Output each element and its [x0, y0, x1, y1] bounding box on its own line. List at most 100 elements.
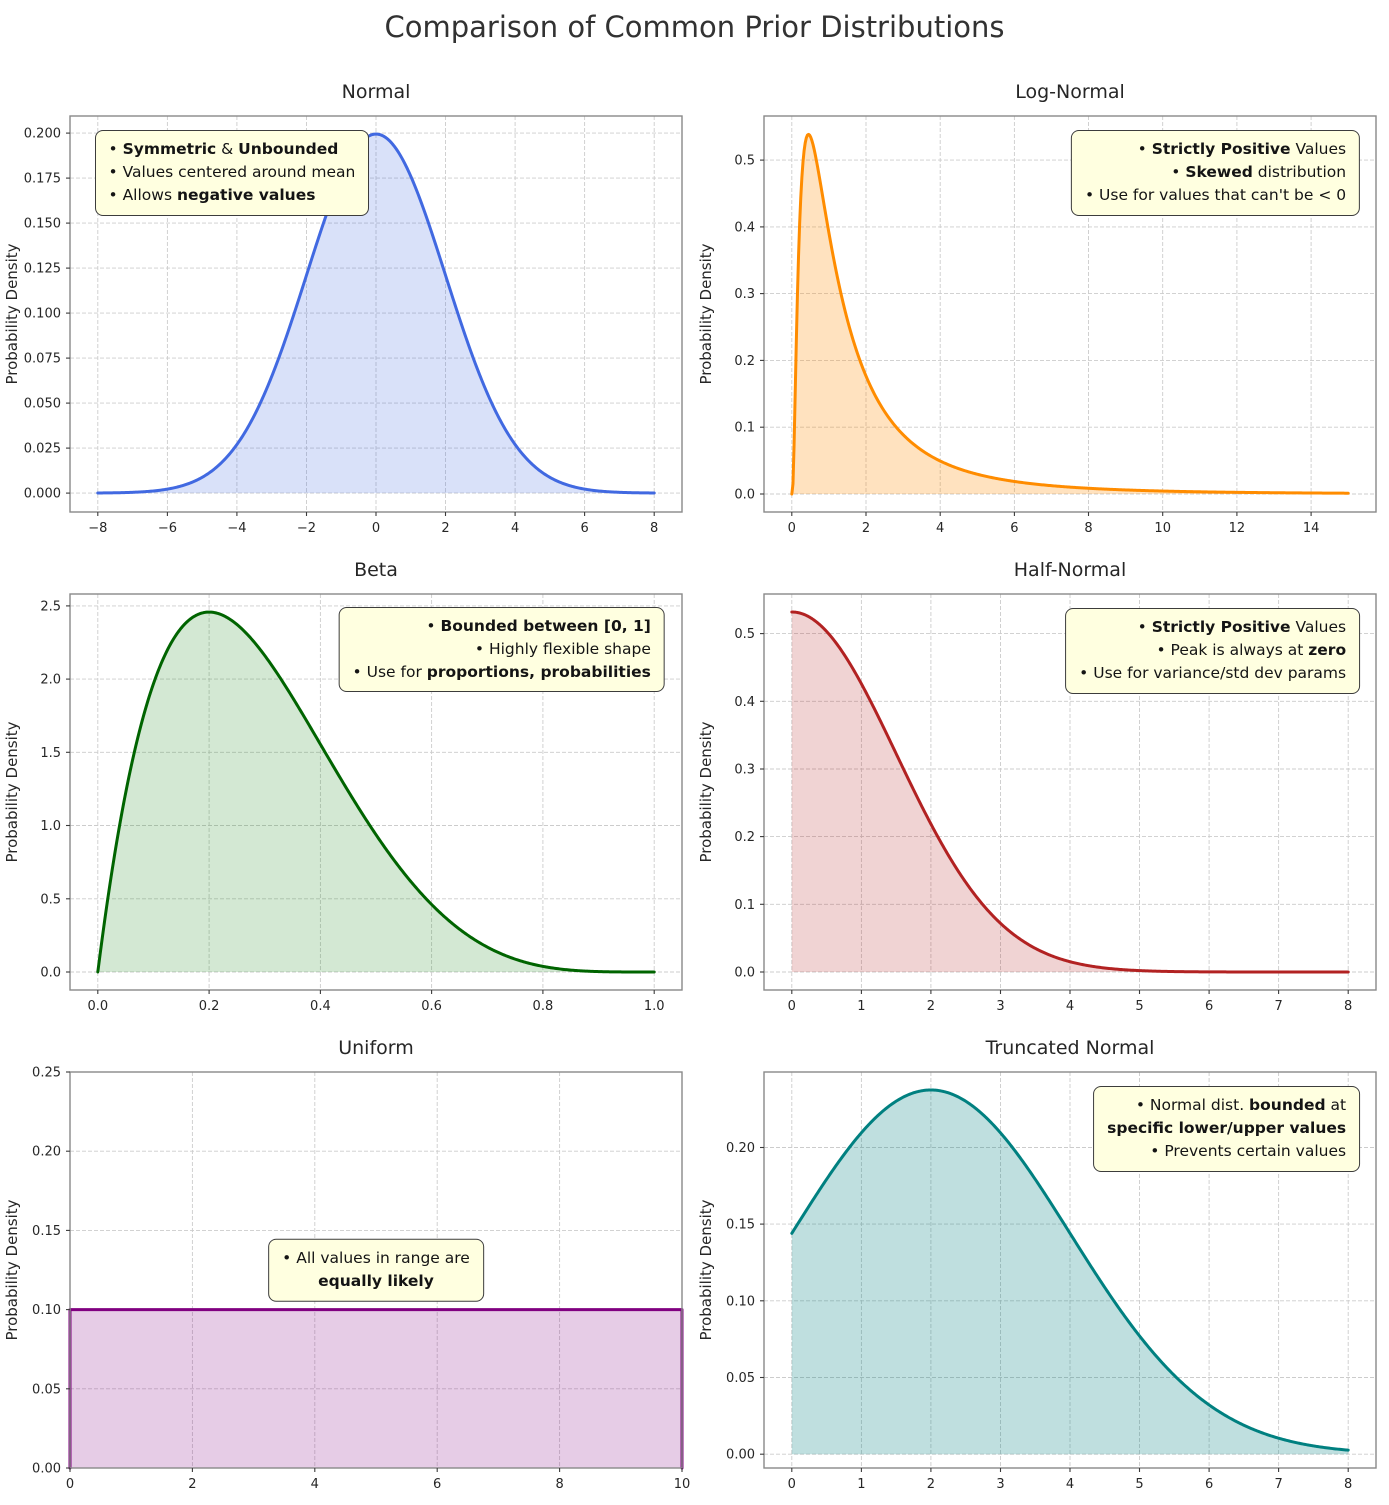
y-tick-label: 0.100: [24, 307, 61, 322]
y-axis-label: Probability Density: [697, 721, 715, 862]
x-tick-label: 2: [188, 1477, 196, 1492]
subplot-lognormal: 0 2 4 6 8 10 12 14 0.0 0.1 0.2 0.3 0.4 0.5 Log-Normal P…: [694, 70, 1388, 548]
x-tick-label: 0.8: [533, 999, 554, 1014]
y-tick-label: 0.00: [32, 1462, 61, 1477]
y-tick-label: 0.3: [734, 763, 755, 778]
annotation-line: equally likely: [318, 1272, 434, 1290]
gridlines: [764, 594, 1376, 990]
annotation-line: • Allows negative values: [108, 186, 316, 205]
x-axis: 0.0 0.2 0.4 0.6 0.8 1.0: [87, 990, 665, 1014]
annotation-line: • All values in range are: [282, 1248, 470, 1267]
x-tick-label: 3: [996, 1477, 1004, 1492]
subplot-title: Truncated Normal: [985, 1037, 1155, 1059]
plot-canvas-halfnormal: 0 1 2 3 4 5 6 7 8 0.0 0.1 0.2 0.3 0.4 0.5 Half-Normal Pr…: [697, 559, 1377, 1014]
annotation-line: • Use for proportions, probabilities: [352, 663, 651, 682]
x-tick-label: 0.0: [87, 999, 108, 1014]
x-tick-label: 6: [1205, 1477, 1213, 1492]
x-tick-label: 6: [580, 521, 588, 536]
x-tick-label: 2: [927, 1477, 935, 1492]
x-axis: 0 1 2 3 4 5 6 7 8: [788, 990, 1352, 1014]
y-axis-label: Probability Density: [3, 721, 21, 862]
y-axis-label: Probability Density: [697, 243, 715, 384]
x-tick-label: 7: [1274, 999, 1282, 1014]
x-tick-label: 12: [1229, 521, 1246, 536]
subplot-truncnormal: 0 1 2 3 4 5 6 7 8 0.00 0.05 0.10 0.15 0.20 Truncated N…: [694, 1026, 1388, 1504]
subplot-title: Uniform: [338, 1037, 414, 1059]
x-tick-label: 1: [857, 999, 865, 1014]
y-tick-label: 0.150: [24, 217, 61, 232]
density-fill: [97, 134, 655, 494]
x-tick-label: 4: [1066, 999, 1074, 1014]
y-tick-label: 0.000: [24, 487, 61, 502]
x-tick-label: 6: [1205, 999, 1213, 1014]
x-tick-label: 14: [1303, 521, 1320, 536]
y-tick-label: 0.3: [734, 287, 755, 302]
x-tick-label: 7: [1274, 1477, 1282, 1492]
subplot-uniform: 0 2 4 6 8 10 0.00 0.05 0.10 0.15 0.20 0.25 Uniform Pr…: [0, 1026, 694, 1504]
y-tick-label: 0.4: [734, 695, 755, 710]
annotation-box-lognormal: • Strictly Positive Values • Skewed distr…: [1070, 129, 1361, 216]
axes-spine: [763, 115, 1377, 513]
y-tick-label: 0.175: [24, 172, 61, 187]
y-tick-label: 0.5: [734, 154, 755, 169]
x-tick-label: −8: [88, 521, 107, 536]
x-tick-label: 10: [674, 1477, 691, 1492]
y-axis: 0.00 0.05 0.10 0.15 0.20 0.25: [32, 1066, 70, 1477]
x-tick-label: 6: [1010, 521, 1018, 536]
x-tick-label: 0: [372, 521, 380, 536]
x-tick-label: 0.4: [310, 999, 331, 1014]
density-curve: [96, 610, 656, 974]
y-tick-label: 0.00: [726, 1448, 755, 1463]
y-tick-label: 0.1: [734, 421, 755, 436]
x-tick-label: 0: [788, 999, 796, 1014]
y-tick-label: 1.5: [40, 746, 61, 761]
x-tick-label: 6: [433, 1477, 441, 1492]
density-curve: [790, 610, 1350, 974]
y-tick-label: 0.10: [726, 1294, 755, 1309]
x-tick-label: −6: [158, 521, 177, 536]
x-tick-label: 8: [1344, 999, 1352, 1014]
x-tick-label: 2: [441, 521, 449, 536]
y-tick-label: 2.0: [40, 673, 61, 688]
x-tick-label: 10: [1154, 521, 1171, 536]
annotation-line: • Skewed distribution: [1171, 163, 1347, 182]
y-tick-label: 0.0: [734, 966, 755, 981]
y-axis: 0.0 0.5 1.0 1.5 2.0 2.5: [40, 599, 70, 981]
plot-canvas-normal: −8 −6 −4 −2 0 2 4 6 80.0000.0250.0500.0750.1000.…: [3, 81, 683, 536]
x-axis: 0 2 4 6 8 10: [66, 1468, 690, 1492]
y-tick-label: 0.200: [24, 127, 61, 142]
x-axis: 0 1 2 3 4 5 6 7 8: [788, 1468, 1352, 1492]
x-tick-label: 5: [1135, 1477, 1143, 1492]
y-tick-label: 0.20: [32, 1145, 61, 1160]
x-tick-label: 4: [311, 1477, 319, 1492]
y-tick-label: 0.0: [40, 966, 61, 981]
annotation-line: • Values centered around mean: [108, 163, 356, 182]
y-tick-label: 0.4: [734, 220, 755, 235]
annotation-line: • Use for variance/std dev params: [1079, 664, 1347, 683]
x-tick-label: 0.6: [421, 999, 442, 1014]
subplot-normal: −8 −6 −4 −2 0 2 4 6 8 0.000 0.025 0.050 0.075 0.100 0.…: [0, 70, 694, 548]
density-curve: [96, 132, 656, 495]
y-tick-label: 0.125: [24, 262, 61, 277]
density-fill: [791, 1090, 1349, 1455]
density-curve: [790, 1088, 1350, 1452]
annotation-box-truncnormal: • Normal dist. bounded at specific lower/…: [1093, 1085, 1361, 1172]
y-tick-label: 0.050: [24, 397, 61, 412]
axes-spine: [69, 593, 683, 991]
annotation-line: • Use for values that can't be < 0: [1084, 186, 1347, 205]
x-tick-label: 0: [788, 1477, 796, 1492]
density-curve: [790, 132, 1350, 496]
density-fill: [70, 1309, 682, 1468]
x-tick-label: 8: [1344, 1477, 1352, 1492]
annotation-line: • Strictly Positive Values: [1137, 139, 1347, 158]
y-axis-label: Probability Density: [3, 243, 21, 384]
x-tick-label: 8: [650, 521, 658, 536]
subplot-title: Beta: [354, 559, 398, 581]
y-tick-label: 0.5: [40, 892, 61, 907]
x-tick-label: 4: [511, 521, 519, 536]
y-tick-label: 0.025: [24, 442, 61, 457]
subplot-title: Log-Normal: [1015, 81, 1125, 103]
y-axis: 0.0 0.1 0.2 0.3 0.4 0.5: [734, 627, 764, 981]
x-tick-label: −2: [297, 521, 316, 536]
x-tick-label: 0: [788, 521, 796, 536]
